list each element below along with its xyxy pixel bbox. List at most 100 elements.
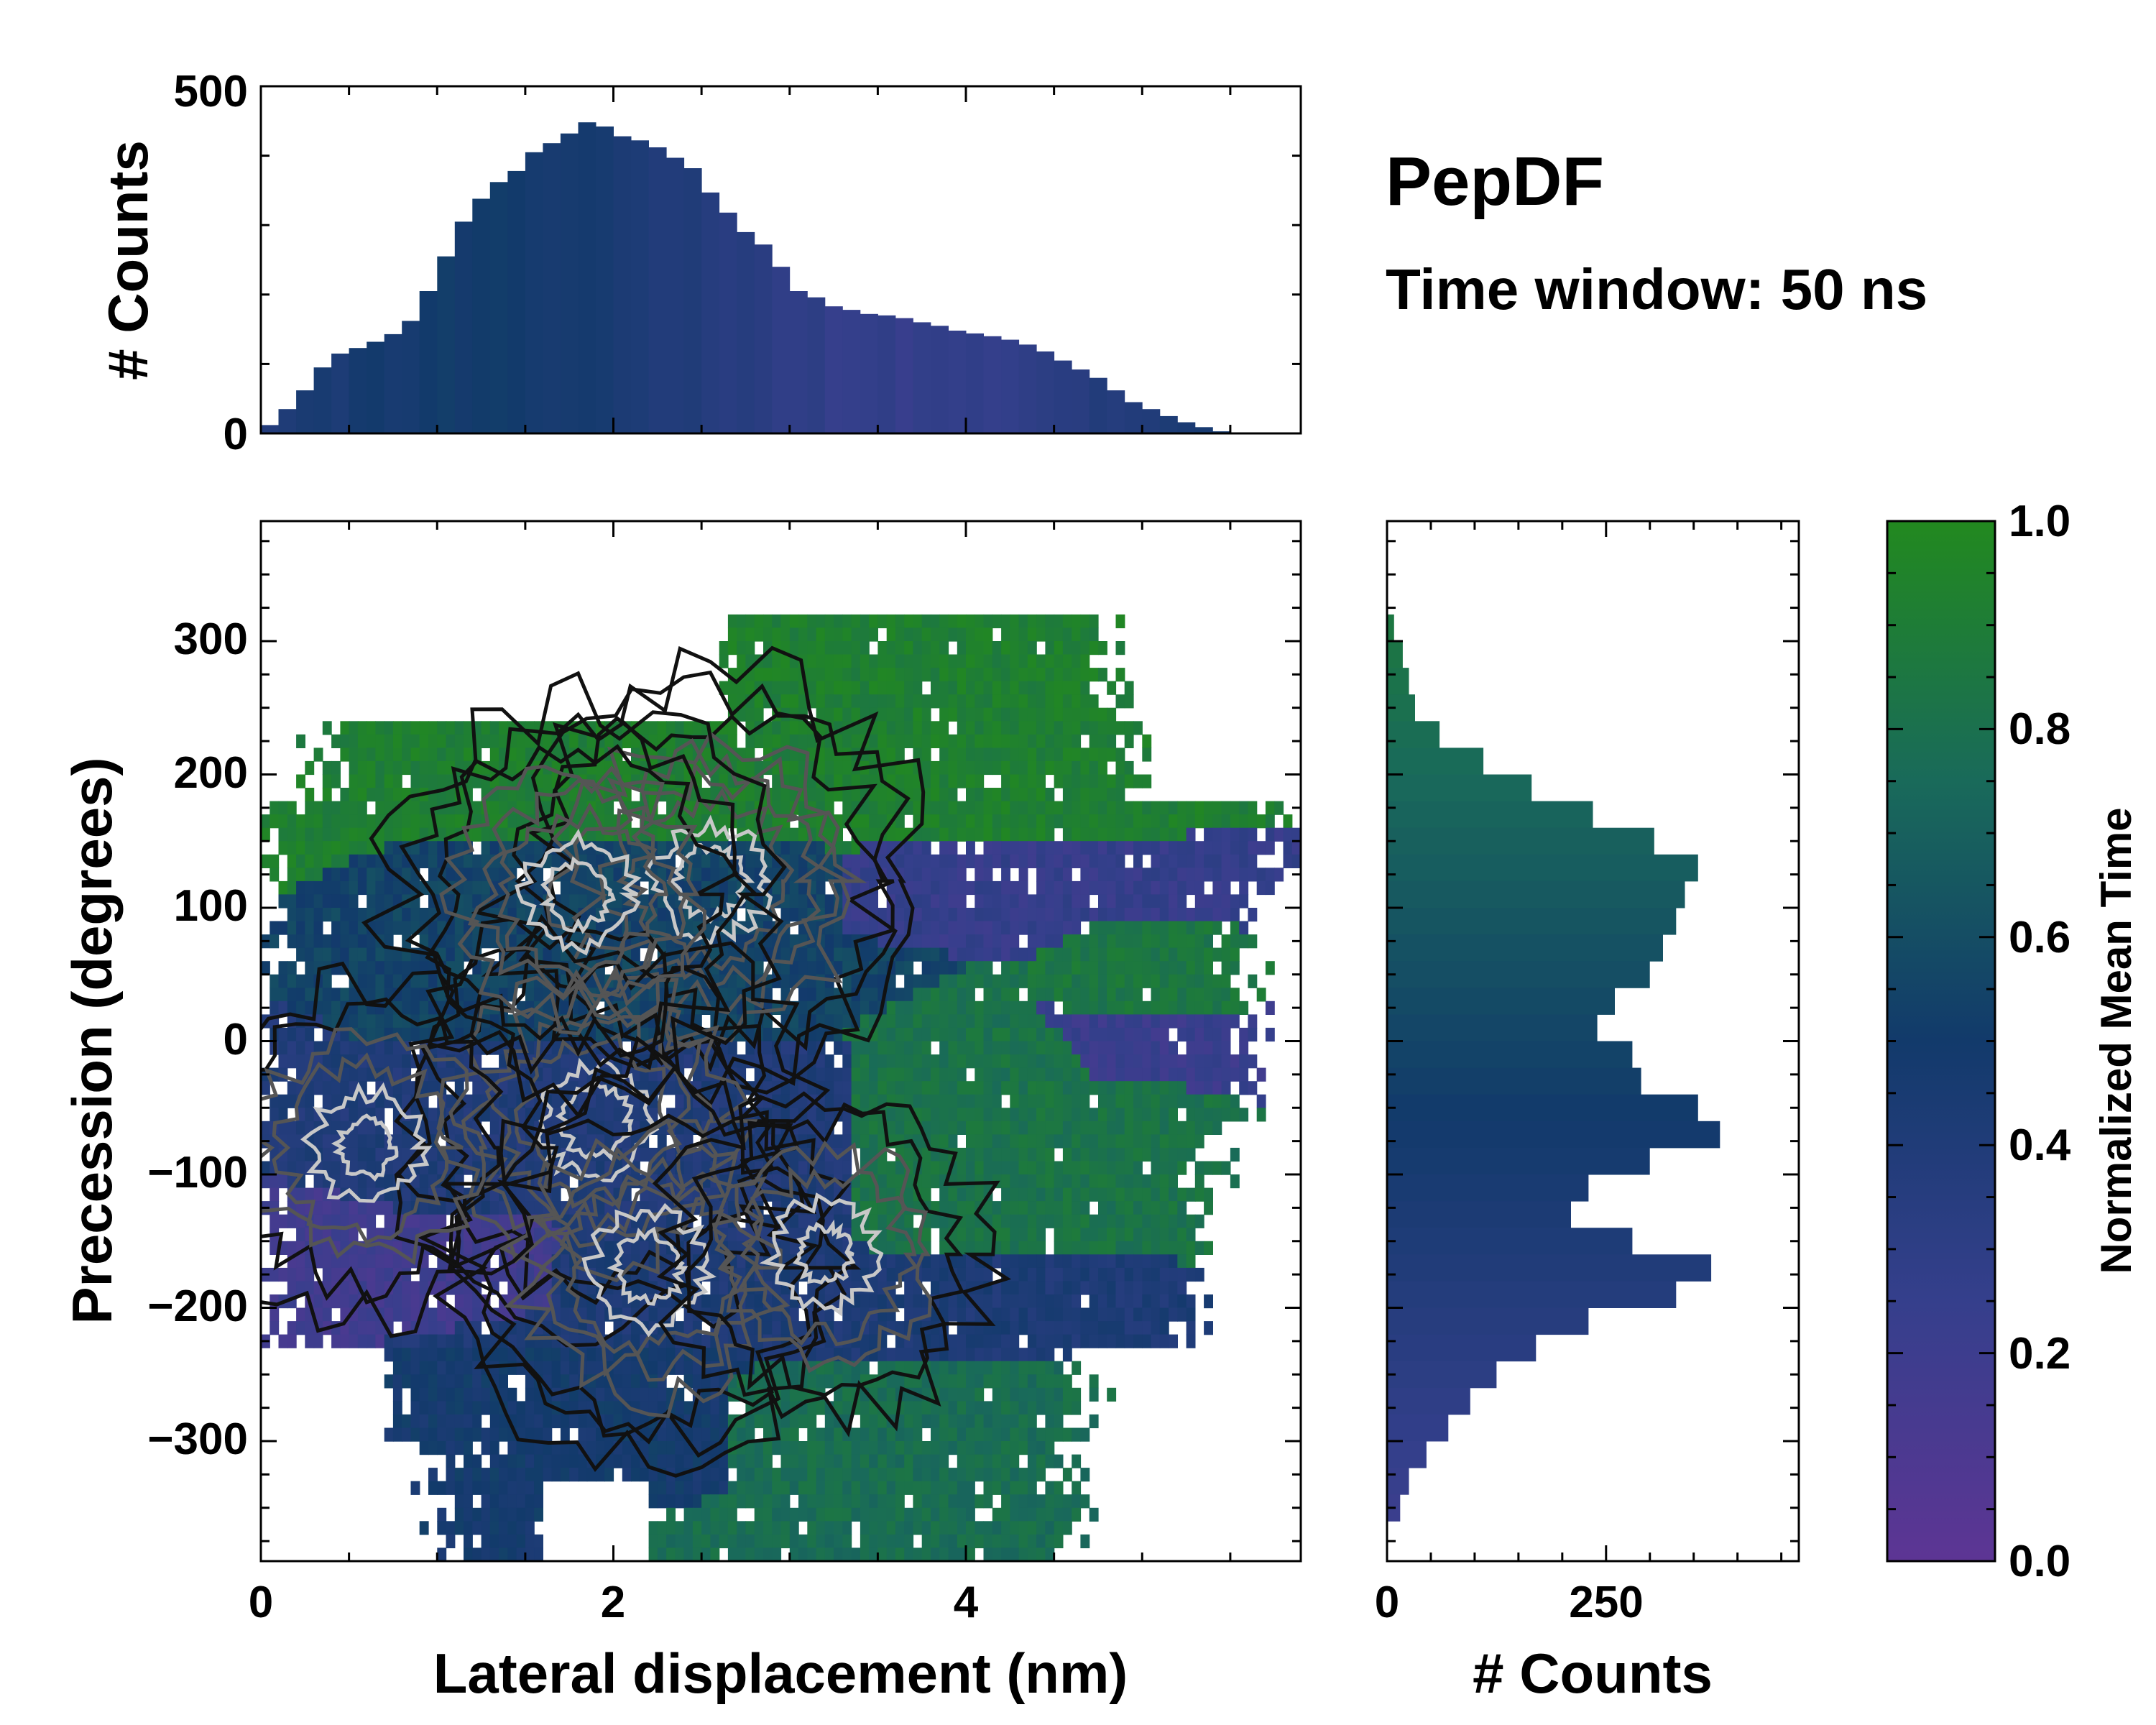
heatmap-cell [992,801,1002,815]
heatmap-cell [834,1067,843,1082]
heatmap-cell [437,721,447,735]
heatmap-cell [446,934,456,949]
heatmap-cell [296,1267,305,1282]
heatmap-cell [1010,1081,1020,1095]
heatmap-cell [305,894,315,908]
heatmap-cell [1010,961,1020,975]
heatmap-cell [913,988,923,1002]
heatmap-cell [446,748,456,762]
heatmap-cell [1204,961,1213,975]
heatmap-cell [1018,1241,1028,1255]
heatmap-cell [719,814,729,829]
heatmap-cell [278,880,288,896]
heatmap-cell [1239,841,1249,855]
heatmap-cell [957,868,967,882]
heatmap-cell [305,868,315,882]
heatmap-cell [737,707,747,722]
heatmap-cell [367,1027,377,1042]
heatmap-cell [1098,748,1107,762]
heatmap-cell [1107,1241,1117,1255]
heatmap-cell [798,880,808,896]
heatmap-cell [296,827,305,842]
heatmap-cell [375,721,385,735]
heatmap-cell [931,668,940,682]
heatmap-cell [1194,1081,1204,1095]
heatmap-cell [604,1134,614,1149]
heatmap-cell [886,614,896,629]
heatmap-cell [402,827,412,842]
heatmap-cell [886,654,896,668]
heatmap-cell [1010,654,1020,668]
heatmap-cell [349,868,359,882]
heatmap-cell [1221,988,1231,1002]
heatmap-cell [824,1054,834,1069]
heatmap-cell [1010,841,1020,855]
heatmap-cell [683,841,694,855]
heatmap-cell [313,934,323,949]
heatmap-cell [270,1187,280,1202]
heatmap-cell [464,894,473,908]
heatmap-cell [331,774,341,788]
heatmap-cell [1151,1094,1161,1108]
heatmap-cell [1072,1254,1082,1269]
heatmap-cell [375,868,385,882]
heatmap-cell [789,774,799,788]
heatmap-cell [966,1228,975,1242]
heatmap-cell [939,1267,949,1282]
heatmap-cell [1072,668,1082,682]
heatmap-cell [410,1294,420,1309]
heatmap-cell [851,880,861,896]
heatmap-cell [1045,1161,1055,1175]
top-histogram-ylabel: # Counts [96,140,160,380]
heatmap-cell [772,814,782,829]
heatmap-cell [349,760,359,776]
heatmap-cell [1036,1187,1046,1202]
heatmap-cell [1036,1161,1046,1175]
heatmap-cell [772,880,782,896]
heatmap-cell [1274,827,1284,842]
heatmap-cell [1036,1134,1046,1149]
heatmap-cell [428,854,438,868]
heatmap-cell [1186,934,1196,949]
heatmap-cell [1098,1000,1107,1015]
heatmap-cell [1212,880,1222,896]
heatmap-cell [992,748,1002,762]
heatmap-cell [1001,1228,1010,1242]
heatmap-cell [454,961,464,975]
heatmap-cell [807,988,817,1002]
heatmap-cell [340,1201,350,1215]
top-histogram-bar [419,291,438,433]
heatmap-cell [807,1041,817,1055]
heatmap-cell [278,841,288,855]
heatmap-cell [1001,1134,1010,1149]
heatmap-cell [357,801,367,815]
heatmap-cell [543,947,553,962]
heatmap-cell [392,841,402,855]
heatmap-cell [1080,868,1090,882]
heatmap-cell [1036,1027,1046,1042]
heatmap-cell [851,734,861,748]
heatmap-cell [287,880,297,896]
heatmap-cell [305,1094,315,1108]
heatmap-cell [851,641,861,656]
heatmap-cell [1036,721,1046,735]
heatmap-cell [851,1000,861,1015]
heatmap-cell [877,721,888,735]
heatmap-cell [419,1174,429,1189]
heatmap-cell [340,921,350,935]
heatmap-cell [384,880,394,896]
heatmap-cell [1159,1094,1169,1108]
heatmap-cell [1159,1108,1169,1122]
heatmap-cell [1054,1174,1064,1189]
heatmap-cell [992,760,1002,776]
heatmap-cell [1080,1267,1090,1282]
heatmap-cell [1054,1041,1064,1055]
heatmap-cell [1054,748,1064,762]
heatmap-cell [948,988,958,1002]
heatmap-cell [727,614,737,629]
heatmap-cell [869,1067,878,1082]
heatmap-cell [798,827,808,842]
heatmap-cell [322,988,332,1002]
heatmap-cell [657,841,667,855]
heatmap-cell [1080,1121,1090,1135]
